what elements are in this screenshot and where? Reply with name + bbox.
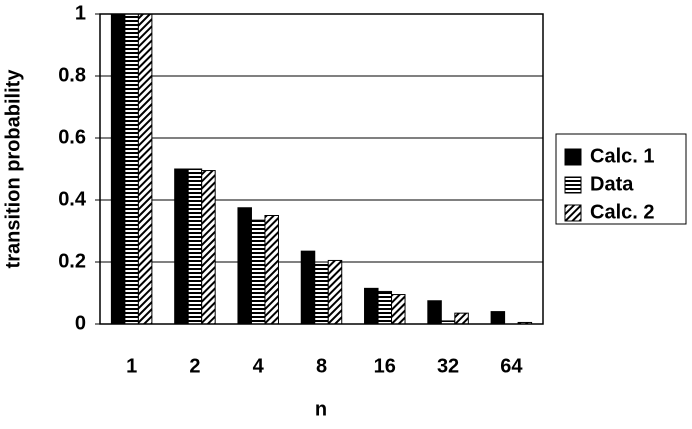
x-tick-label: 1 (126, 355, 137, 377)
bar (201, 170, 216, 325)
y-tick-label: 0.8 (58, 64, 86, 86)
x-tick-label: 32 (437, 355, 459, 377)
x-tick-label: 8 (316, 355, 327, 377)
bar (124, 13, 139, 325)
y-tick-label: 0.6 (58, 126, 86, 148)
bar (427, 300, 442, 325)
bar (364, 287, 379, 325)
bar (300, 250, 316, 325)
x-tick-label: 64 (500, 355, 523, 377)
bar (314, 261, 329, 325)
bar (490, 311, 506, 325)
x-axis-label: n (315, 398, 327, 420)
x-tick-label: 4 (253, 355, 265, 377)
legend-label: Calc. 2 (590, 201, 654, 223)
legend-swatch (564, 204, 582, 222)
y-tick-label: 1 (75, 2, 86, 24)
bar (110, 13, 126, 325)
bar (327, 259, 343, 325)
y-axis-label: transition probability (2, 69, 24, 269)
x-tick-label: 16 (374, 355, 396, 377)
bar (237, 207, 252, 325)
bar (377, 290, 393, 325)
bar (187, 168, 203, 325)
y-tick-label: 0.2 (58, 250, 86, 272)
bar (454, 312, 469, 325)
bar (391, 294, 406, 325)
bar (137, 13, 153, 325)
plot-frame (99, 13, 544, 325)
legend-swatch (564, 148, 582, 166)
bar (264, 215, 279, 325)
y-tick-label: 0.4 (58, 188, 87, 210)
bar (174, 168, 189, 325)
x-tick-label: 2 (189, 355, 200, 377)
y-tick-label: 0 (75, 312, 86, 334)
legend-swatch (564, 176, 582, 194)
bar (250, 219, 266, 325)
legend-label: Calc. 1 (590, 145, 654, 167)
legend-label: Data (590, 173, 634, 195)
